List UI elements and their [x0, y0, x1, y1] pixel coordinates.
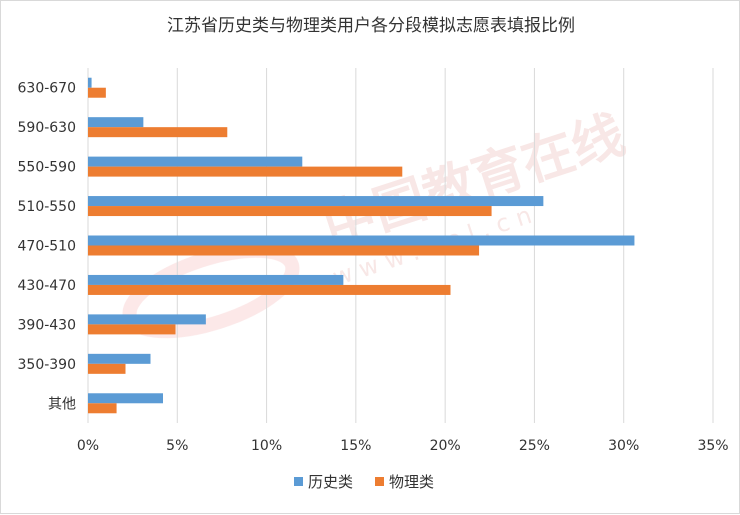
bar-history [88, 274, 344, 285]
bar-history [88, 156, 303, 167]
y-tick-label: 510-550 [18, 199, 77, 215]
legend-swatch [294, 477, 303, 486]
y-tick-label: 590-630 [18, 120, 77, 136]
chart-title: 江苏省历史类与物理类用户各分段模拟志愿表填报比例 [167, 16, 575, 36]
bar-history [88, 314, 206, 325]
bar-physics [88, 363, 126, 374]
y-tick-label: 630-670 [18, 81, 77, 97]
x-tick-label: 30% [608, 438, 639, 454]
legend-label: 历史类 [308, 473, 353, 491]
bar-history [88, 117, 144, 128]
x-tick-label: 20% [430, 438, 461, 454]
x-tick-label: 25% [519, 438, 550, 454]
bar-physics [88, 206, 492, 217]
bar-physics [88, 127, 228, 138]
bar-physics [88, 166, 403, 177]
legend-swatch [375, 477, 384, 486]
x-tick-label: 0% [77, 438, 99, 454]
y-tick-label: 350-390 [18, 357, 77, 373]
y-tick-label: 550-590 [18, 160, 77, 176]
bar-history [88, 393, 163, 404]
legend: 历史类 物理类 [294, 473, 434, 491]
bar-history [88, 353, 151, 364]
y-tick-label: 470-510 [18, 239, 77, 255]
x-tick-label: 35% [697, 438, 728, 454]
x-tick-label: 10% [251, 438, 282, 454]
x-tick-layer: 0% 5% 10% 15% 20% 25% 30% 35% [77, 438, 729, 454]
bar-physics [88, 245, 480, 256]
bar-history [88, 235, 635, 246]
x-tick-label: 15% [340, 438, 371, 454]
bar-history [88, 77, 92, 88]
bar-physics [88, 284, 451, 295]
y-tick-label: 390-430 [18, 317, 77, 333]
bar-physics [88, 87, 106, 98]
legend-label: 物理类 [389, 473, 434, 491]
y-tick-label: 其他 [48, 396, 76, 412]
watermark-logo: 中国教育在线 w w w . e o l . c n [122, 105, 632, 339]
y-tick-layer: 630-670 590-630 550-590 510-550 470-510 430-4… [18, 81, 77, 413]
bar-physics [88, 403, 117, 414]
bars-layer [88, 77, 635, 414]
x-tick-label: 5% [166, 438, 188, 454]
bar-physics [88, 324, 176, 335]
bar-history [88, 196, 544, 207]
y-tick-label: 430-470 [18, 278, 77, 294]
